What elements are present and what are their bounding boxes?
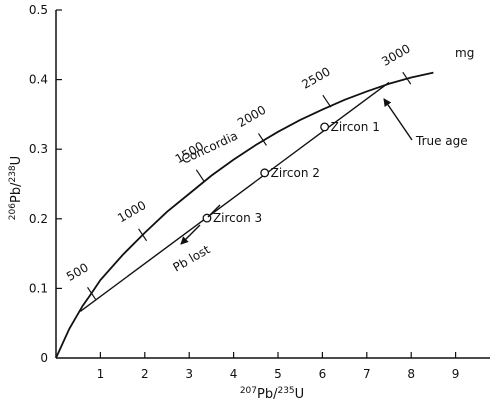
age-mark-tick [87,286,97,300]
y-ticks: 0 0.1 0.2 0.3 0.4 0.5 [29,3,62,365]
pb-lost-arrow [180,224,201,245]
concordia-curve [55,71,434,359]
age-mark-label: 2000 [235,103,268,130]
y-tick-label: 0.1 [29,281,48,295]
x-ticks: 1 2 3 4 5 6 7 8 9 [97,352,460,381]
y-tick-label: 0.5 [29,3,48,17]
discordia-line [80,81,390,312]
zircon-point [320,122,330,132]
zircon-label: Zircon 3 [213,211,262,225]
pb-lost-label: Pb lost [171,242,213,274]
age-mark-tick [322,94,332,108]
y-axis-label: 206Pb/238U [8,156,24,220]
x-axis-label: 207Pb/235U [240,386,304,402]
age-mark-tick [138,228,148,242]
x-tick-label: 8 [407,367,415,381]
pb-lost-guide [207,204,221,218]
x-tick-label: 7 [363,367,371,381]
zircon-points: Zircon 1 Zircon 2 Zircon 3 [202,120,380,225]
zircon-label: Zircon 2 [271,166,320,180]
age-mark-label: 1000 [115,198,148,225]
x-tick-label: 6 [319,367,327,381]
axes [55,10,490,359]
zircon-point [260,168,270,178]
y-tick-label: 0.4 [29,73,48,87]
y-tick-label: 0 [40,351,48,365]
true-age-label: True age [415,134,468,148]
x-tick-label: 2 [141,367,149,381]
x-tick-label: 1 [97,367,105,381]
x-tick-label: 5 [274,367,282,381]
age-mark-label: 500 [64,260,91,284]
y-tick-label: 0.2 [29,212,48,226]
true-age-arrow [383,98,413,141]
zircon-label: Zircon 1 [331,120,380,134]
age-mark-tick [257,133,267,146]
age-mark-label: 2500 [299,64,332,91]
age-mark-tick [402,71,412,85]
age-mark-tick [195,169,205,182]
y-tick-label: 0.3 [29,142,48,156]
x-tick-label: 3 [185,367,193,381]
x-tick-label: 9 [452,367,460,381]
age-mark-label: 3000 [379,41,412,68]
concordia-unit-label: mg [455,46,474,60]
x-tick-label: 4 [230,367,238,381]
